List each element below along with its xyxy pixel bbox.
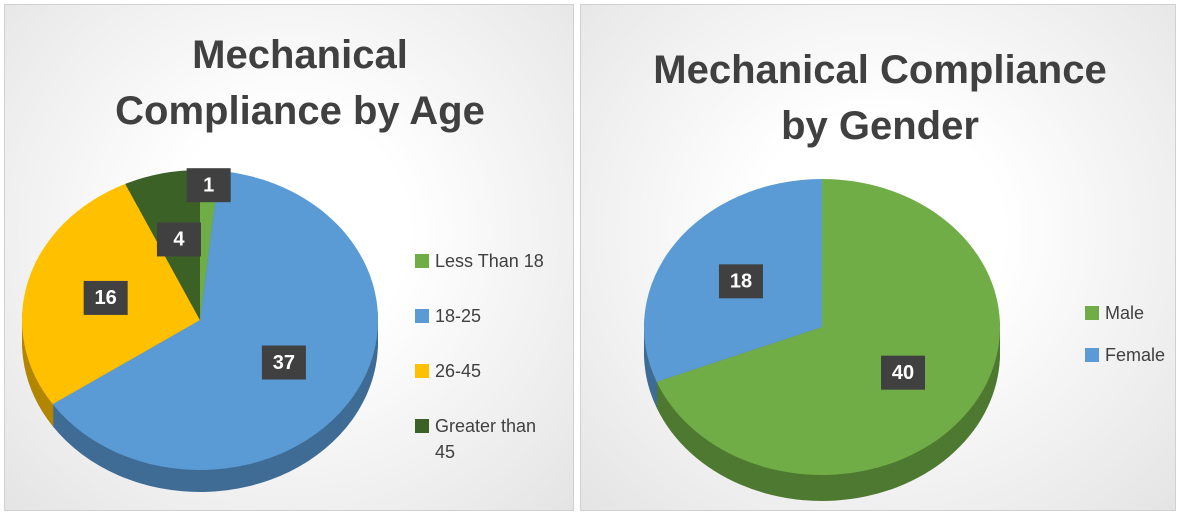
data-label-box <box>718 264 763 299</box>
legend-entry: 18-25 <box>415 303 555 329</box>
data-label: 1 <box>203 174 214 196</box>
legend-entry: Female <box>1085 342 1180 368</box>
data-label-box <box>261 345 306 380</box>
data-label: 4 <box>173 229 185 251</box>
legend-entry: Male <box>1085 300 1180 326</box>
chart-title: Mechanical Compliance by Age <box>115 33 485 133</box>
legend-swatch <box>1085 348 1099 362</box>
legend-entry: Less Than 18 <box>415 248 555 274</box>
legend-label: Female <box>1105 345 1166 365</box>
data-label: 40 <box>892 362 914 384</box>
data-label: 16 <box>95 287 117 309</box>
legend-label: 26-45 <box>435 361 482 381</box>
legend-swatch <box>415 364 429 378</box>
slice <box>656 179 1000 476</box>
legend-entry: Greater than 45 <box>415 413 555 465</box>
slice <box>52 170 379 471</box>
data-label-box <box>881 355 926 390</box>
legend-label: Less Than 18 <box>435 251 544 271</box>
slice <box>200 170 220 320</box>
data-label: 37 <box>273 352 295 374</box>
data-label-box <box>156 222 201 257</box>
chart-title: Mechanical Compliance by Gender <box>653 48 1107 148</box>
legend-label: Male <box>1105 303 1145 323</box>
legend-swatch <box>415 254 429 268</box>
data-label: 18 <box>730 271 752 293</box>
legend-label: Greater than 45 <box>435 416 537 462</box>
legend-swatch <box>415 309 429 323</box>
data-label-box <box>186 168 231 203</box>
legend-swatch <box>415 419 429 433</box>
data-label-box <box>83 280 128 315</box>
legend-label: 18-25 <box>435 306 482 326</box>
legend-swatch <box>1085 306 1099 320</box>
legend-entry: 26-45 <box>415 358 555 384</box>
